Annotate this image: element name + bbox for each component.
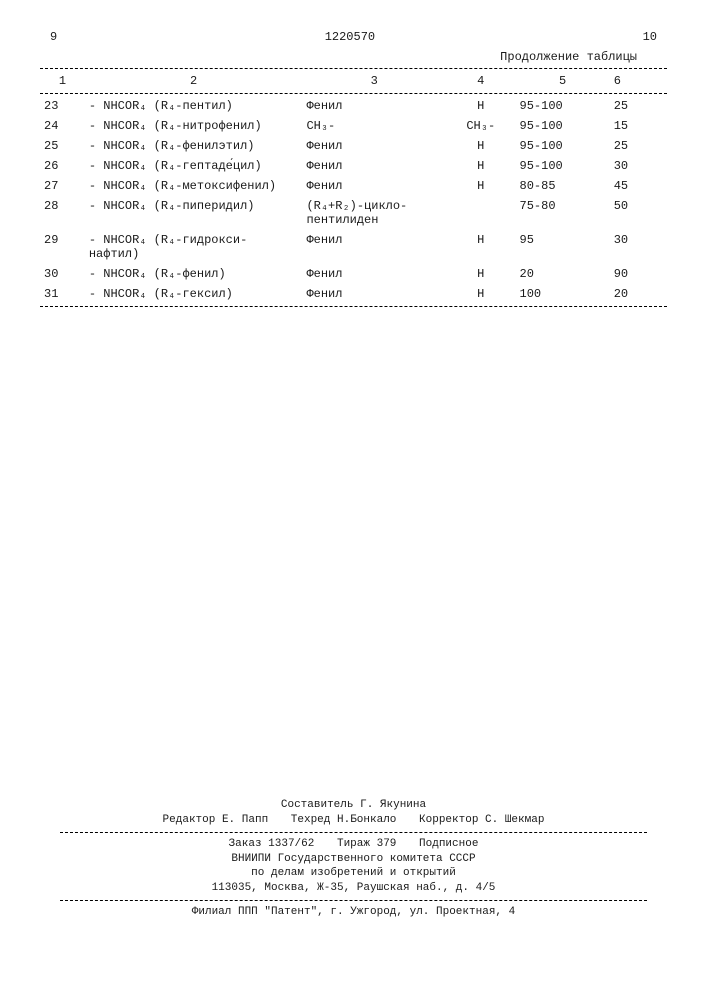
page-number-row: 9 1220570 10 bbox=[40, 30, 667, 44]
table-cell: 90 bbox=[610, 264, 667, 284]
table-cell: - NHCOR₄ (R₄-фенилэтил) bbox=[85, 136, 303, 156]
table-cell: CH₃- bbox=[302, 116, 446, 136]
table-cell: 27 bbox=[40, 176, 85, 196]
table-cell: 45 bbox=[610, 176, 667, 196]
table-cell: - NHCOR₄ (R₄-пентил) bbox=[85, 96, 303, 116]
branch-line: Филиал ППП "Патент", г. Ужгород, ул. Про… bbox=[60, 905, 647, 920]
col-header-5: 5 bbox=[516, 71, 610, 91]
table-cell: - NHCOR₄ (R₄-гексил) bbox=[85, 284, 303, 304]
table-cell: 80-85 bbox=[516, 176, 610, 196]
table-cell: H bbox=[446, 96, 516, 116]
table-cell: - NHCOR₄ (R₄-фенил) bbox=[85, 264, 303, 284]
table-cell: Фенил bbox=[302, 96, 446, 116]
table-cell: 31 bbox=[40, 284, 85, 304]
table-cell: 95-100 bbox=[516, 156, 610, 176]
table-cell: Фенил bbox=[302, 156, 446, 176]
left-page-number: 9 bbox=[50, 30, 57, 44]
table-row: 30- NHCOR₄ (R₄-фенил)ФенилH2090 bbox=[40, 264, 667, 284]
table-cell: H bbox=[446, 264, 516, 284]
table-cell: Фенил bbox=[302, 136, 446, 156]
table-cell: 100 bbox=[516, 284, 610, 304]
table-header-row: 1 2 3 4 5 6 bbox=[40, 71, 667, 91]
table-cell: 50 bbox=[610, 196, 667, 230]
table-row: 26- NHCOR₄ (R₄-гептаде́цил)ФенилH95-1003… bbox=[40, 156, 667, 176]
table-rule-header bbox=[40, 93, 667, 94]
subscription-label: Подписное bbox=[419, 837, 478, 852]
table-cell: 95-100 bbox=[516, 116, 610, 136]
table-cell: - NHCOR₄ (R₄-гептаде́цил) bbox=[85, 156, 303, 176]
table-row: 29- NHCOR₄ (R₄-гидрокси- нафтил)ФенилH95… bbox=[40, 230, 667, 264]
table-cell: 25 bbox=[610, 136, 667, 156]
table-row: 31- NHCOR₄ (R₄-гексил)ФенилH10020 bbox=[40, 284, 667, 304]
col-header-2: 2 bbox=[85, 71, 303, 91]
table-cell: CH₃- bbox=[446, 116, 516, 136]
table-cell: 75-80 bbox=[516, 196, 610, 230]
table-cell: H bbox=[446, 136, 516, 156]
corrector-label: Корректор С. Шекмар bbox=[419, 813, 544, 828]
table-row: 23- NHCOR₄ (R₄-пентил)ФенилH95-10025 bbox=[40, 96, 667, 116]
order-line: Заказ 1337/62 Тираж 379 Подписное bbox=[60, 837, 647, 852]
table-cell: - NHCOR₄ (R₄-гидрокси- нафтил) bbox=[85, 230, 303, 264]
table-cell: - NHCOR₄ (R₄-метоксифенил) bbox=[85, 176, 303, 196]
table-cell: 30 bbox=[40, 264, 85, 284]
table-cell: 28 bbox=[40, 196, 85, 230]
table-cell: 24 bbox=[40, 116, 85, 136]
table-cell: H bbox=[446, 284, 516, 304]
table-rule-top bbox=[40, 68, 667, 69]
right-page-number: 10 bbox=[643, 30, 657, 44]
table-cell: - NHCOR₄ (R₄-нитрофенил) bbox=[85, 116, 303, 136]
col-header-6: 6 bbox=[610, 71, 667, 91]
col-header-4: 4 bbox=[446, 71, 516, 91]
committee-line-2: по делам изобретений и открытий bbox=[60, 866, 647, 881]
table-cell: 30 bbox=[610, 230, 667, 264]
imprint-block: Составитель Г. Якунина Редактор Е. Папп … bbox=[0, 798, 707, 920]
table-cell: 95-100 bbox=[516, 96, 610, 116]
table-cell: 29 bbox=[40, 230, 85, 264]
table-cell: H bbox=[446, 230, 516, 264]
table-cell: Фенил bbox=[302, 284, 446, 304]
compiler-line: Составитель Г. Якунина bbox=[60, 798, 647, 813]
table-cell: Фенил bbox=[302, 176, 446, 196]
table-cell bbox=[446, 196, 516, 230]
table-rule-bottom bbox=[40, 306, 667, 307]
table-row: 27- NHCOR₄ (R₄-метоксифенил)ФенилH80-854… bbox=[40, 176, 667, 196]
table-cell: 20 bbox=[516, 264, 610, 284]
table-continuation-label: Продолжение таблицы bbox=[40, 50, 637, 64]
table-cell: 30 bbox=[610, 156, 667, 176]
table-cell: 23 bbox=[40, 96, 85, 116]
order-number: Заказ 1337/62 bbox=[229, 837, 315, 852]
table-row: 24- NHCOR₄ (R₄-нитрофенил)CH₃-CH₃-95-100… bbox=[40, 116, 667, 136]
col-header-1: 1 bbox=[40, 71, 85, 91]
table-cell: (R₄+R₂)-цикло- пентилиден bbox=[302, 196, 446, 230]
techred-label: Техред Н.Бонкало bbox=[291, 813, 397, 828]
table-row: 25- NHCOR₄ (R₄-фенилэтил)ФенилH95-10025 bbox=[40, 136, 667, 156]
table-row: 28- NHCOR₄ (R₄-пиперидил)(R₄+R₂)-цикло- … bbox=[40, 196, 667, 230]
table-cell: 25 bbox=[610, 96, 667, 116]
data-table: 1 2 3 4 5 6 23- NHCOR₄ (R₄-пентил)ФенилH… bbox=[40, 68, 667, 307]
table-cell: 20 bbox=[610, 284, 667, 304]
committee-line-1: ВНИИПИ Государственного комитета СССР bbox=[60, 852, 647, 867]
address-line: 113035, Москва, Ж-35, Раушская наб., д. … bbox=[60, 881, 647, 896]
table-cell: Фенил bbox=[302, 230, 446, 264]
table-cell: Фенил bbox=[302, 264, 446, 284]
table-cell: - NHCOR₄ (R₄-пиперидил) bbox=[85, 196, 303, 230]
table-cell: 95 bbox=[516, 230, 610, 264]
roles-line: Редактор Е. Папп Техред Н.Бонкало Коррек… bbox=[60, 813, 647, 828]
col-header-3: 3 bbox=[302, 71, 446, 91]
table-cell: H bbox=[446, 176, 516, 196]
table-cell: H bbox=[446, 156, 516, 176]
table-cell: 95-100 bbox=[516, 136, 610, 156]
document-number: 1220570 bbox=[57, 30, 642, 44]
table-cell: 25 bbox=[40, 136, 85, 156]
editor-label: Редактор Е. Папп bbox=[163, 813, 269, 828]
table-cell: 26 bbox=[40, 156, 85, 176]
table-cell: 15 bbox=[610, 116, 667, 136]
print-run: Тираж 379 bbox=[337, 837, 396, 852]
